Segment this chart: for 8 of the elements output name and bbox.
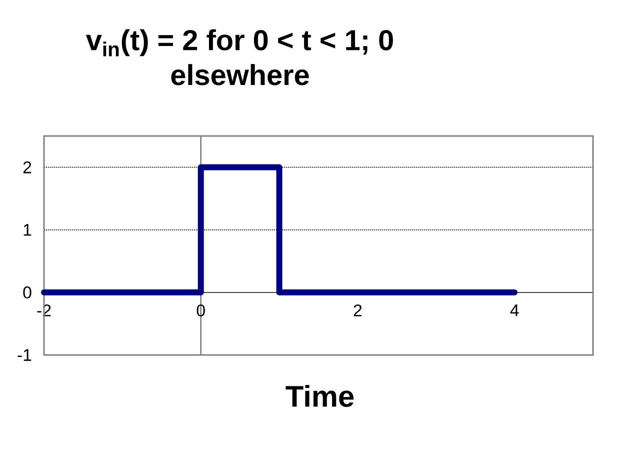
x-tick-label: 4 [510,304,519,316]
y-tick-label: 0 [23,286,32,298]
y-tick-label: -1 [18,349,32,361]
x-tick-label: 2 [354,304,362,316]
x-axis-title: Time [286,385,354,407]
y-tick-label: 2 [23,161,32,174]
y-tick-label: 1 [24,224,32,236]
chart-title: v$_{in}$(t) = 2 for 0 < t < 1; 0 elsewhere [86,29,393,86]
